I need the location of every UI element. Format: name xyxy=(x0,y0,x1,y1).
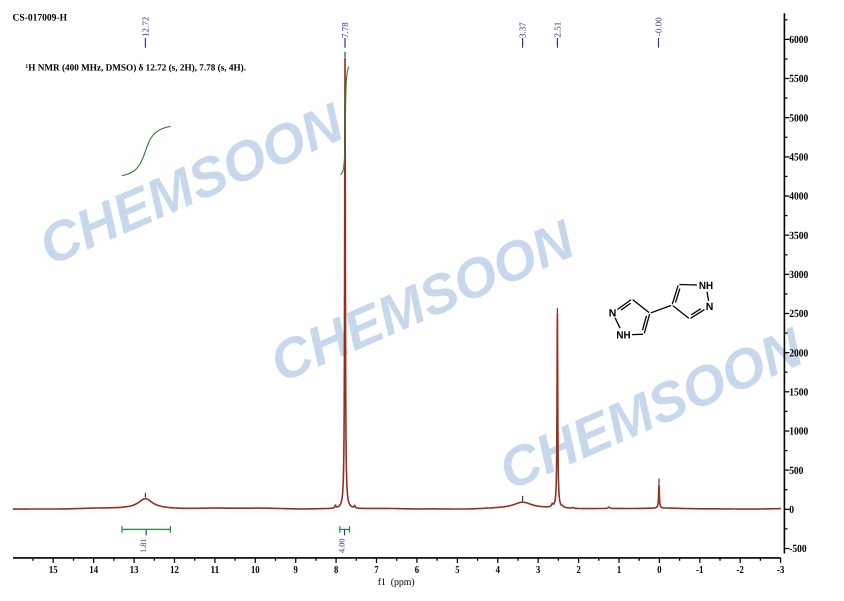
svg-text:-0.00: -0.00 xyxy=(654,17,664,36)
svg-text:1500: 1500 xyxy=(789,387,808,399)
svg-text:4: 4 xyxy=(496,565,501,576)
svg-text:500: 500 xyxy=(789,465,804,477)
svg-text:1000: 1000 xyxy=(789,426,808,438)
svg-text:14: 14 xyxy=(89,565,98,576)
svg-text:2500: 2500 xyxy=(789,308,808,320)
svg-text:1: 1 xyxy=(617,565,621,576)
svg-text:¹H NMR (400 MHz, DMSO) δ 12.72: ¹H NMR (400 MHz, DMSO) δ 12.72 (s, 2H), … xyxy=(26,64,247,74)
svg-text:N: N xyxy=(609,308,617,320)
svg-text:-3: -3 xyxy=(777,565,785,576)
svg-text:1.81: 1.81 xyxy=(139,538,148,553)
svg-text:0: 0 xyxy=(789,504,794,516)
svg-text:NH: NH xyxy=(616,330,630,342)
svg-text:2: 2 xyxy=(576,565,580,576)
svg-text:3.37: 3.37 xyxy=(518,22,528,38)
svg-text:5000: 5000 xyxy=(789,112,808,124)
svg-text:6: 6 xyxy=(415,565,419,576)
svg-text:4.00: 4.00 xyxy=(338,538,347,553)
svg-text:15: 15 xyxy=(49,565,58,576)
svg-text:4000: 4000 xyxy=(789,191,808,203)
svg-text:CS-017009-H: CS-017009-H xyxy=(13,13,68,24)
svg-text:6000: 6000 xyxy=(789,34,808,46)
svg-text:12.72: 12.72 xyxy=(140,17,150,37)
svg-text:-1: -1 xyxy=(696,565,704,576)
svg-text:3500: 3500 xyxy=(789,230,808,242)
svg-text:7: 7 xyxy=(374,565,379,576)
svg-text:-2: -2 xyxy=(736,565,744,576)
svg-text:5500: 5500 xyxy=(789,73,808,85)
svg-text:2000: 2000 xyxy=(789,347,808,359)
svg-text:2.51: 2.51 xyxy=(552,22,562,38)
svg-text:N: N xyxy=(706,301,714,313)
svg-text:13: 13 xyxy=(130,565,139,576)
svg-text:7.78: 7.78 xyxy=(340,22,350,38)
svg-text:8: 8 xyxy=(334,565,338,576)
svg-text:12: 12 xyxy=(170,565,179,576)
svg-text:4500: 4500 xyxy=(789,152,808,164)
svg-text:3: 3 xyxy=(536,565,540,576)
svg-text:11: 11 xyxy=(211,565,220,576)
svg-text:NH: NH xyxy=(699,280,713,292)
svg-text:0: 0 xyxy=(657,565,661,576)
svg-text:10: 10 xyxy=(251,565,260,576)
svg-text:9: 9 xyxy=(294,565,298,576)
svg-text:3000: 3000 xyxy=(789,269,808,281)
svg-text:-500: -500 xyxy=(789,543,807,555)
svg-text:f1 (ppm): f1 (ppm) xyxy=(378,577,415,588)
svg-text:5: 5 xyxy=(455,565,459,576)
